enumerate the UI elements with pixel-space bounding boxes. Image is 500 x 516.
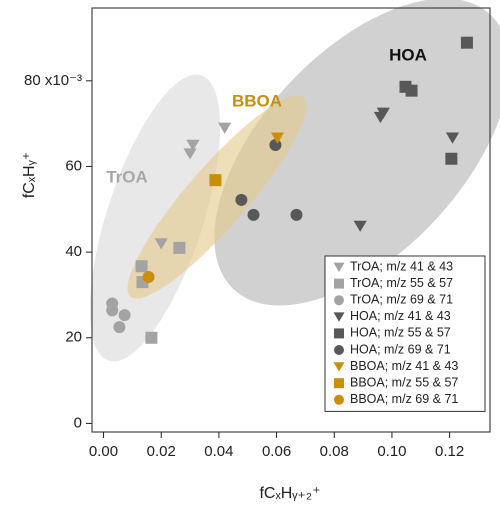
regions	[89, 0, 500, 362]
troa-region	[89, 74, 221, 362]
point	[353, 220, 367, 232]
point	[113, 321, 126, 334]
point	[183, 148, 197, 160]
point	[118, 309, 131, 322]
bboa-region	[127, 95, 307, 299]
point	[209, 174, 222, 187]
point	[405, 84, 418, 97]
legend-box	[324, 255, 486, 412]
x-tick-label: 0.00	[89, 443, 118, 460]
x-tick-label: 0.06	[262, 443, 291, 460]
legend-marker	[334, 328, 344, 339]
legend-label: TrOA; m/z 55 & 57	[350, 276, 453, 290]
y-tick-label: 20	[65, 329, 82, 346]
legend-label: BBOA; m/z 69 & 71	[350, 392, 458, 406]
legend-marker	[333, 362, 345, 372]
point	[247, 208, 260, 221]
legend-label: TrOA; m/z 41 & 43	[350, 259, 453, 273]
point	[235, 193, 248, 206]
y-tick-label: 0	[74, 414, 82, 431]
x-axis-label: fCₓHᵧ₊₂⁺	[259, 485, 320, 502]
point	[269, 139, 282, 152]
legend-marker	[334, 345, 344, 355]
legend-label: BBOA; m/z 41 & 43	[350, 359, 458, 373]
point	[218, 122, 232, 134]
point	[290, 208, 303, 221]
annotation: TrOA	[106, 167, 148, 186]
plot-frame	[91, 7, 491, 433]
point	[445, 152, 458, 165]
legend-marker	[334, 278, 344, 289]
legend-label: HOA; m/z 55 & 57	[350, 326, 451, 340]
point	[142, 270, 155, 283]
y-tick-label: 60	[65, 157, 82, 174]
x-tick-label: 0.08	[320, 443, 349, 460]
legend-label: TrOA; m/z 69 & 71	[350, 292, 453, 306]
legend-marker	[334, 394, 344, 405]
y-tick-label: 40	[65, 243, 82, 260]
point	[135, 260, 148, 273]
point	[376, 107, 390, 119]
y-tick-label: 80 x10⁻³	[24, 72, 82, 89]
x-tick-label: 0.10	[377, 443, 406, 460]
legend-marker	[334, 295, 344, 306]
hoa-region	[214, 0, 500, 306]
y-axis-label: fCₓHᵧ⁺	[21, 152, 38, 198]
point	[186, 139, 200, 151]
point	[145, 331, 158, 344]
x-tick-label: 0.02	[147, 443, 176, 460]
legend: TrOA; m/z 41 & 43 TrOA; m/z 55 & 57 TrOA; …	[324, 255, 486, 412]
legend-marker	[333, 262, 345, 272]
point	[173, 241, 186, 254]
point	[154, 238, 168, 250]
legend-marker	[334, 378, 344, 389]
point	[270, 132, 285, 144]
point	[106, 304, 119, 317]
legend-label: HOA; m/z 41 & 43	[350, 309, 451, 323]
annotation: BBOA	[232, 91, 282, 110]
point	[460, 36, 473, 49]
x-tick-label: 0.04	[204, 443, 233, 460]
legend-label: HOA; m/z 69 & 71	[350, 342, 451, 356]
x-tick-label: 0.12	[435, 443, 464, 460]
legend-label: BBOA; m/z 55 & 57	[350, 375, 458, 389]
point	[445, 132, 460, 144]
legend-marker	[333, 312, 345, 322]
annotation: HOA	[389, 45, 427, 64]
